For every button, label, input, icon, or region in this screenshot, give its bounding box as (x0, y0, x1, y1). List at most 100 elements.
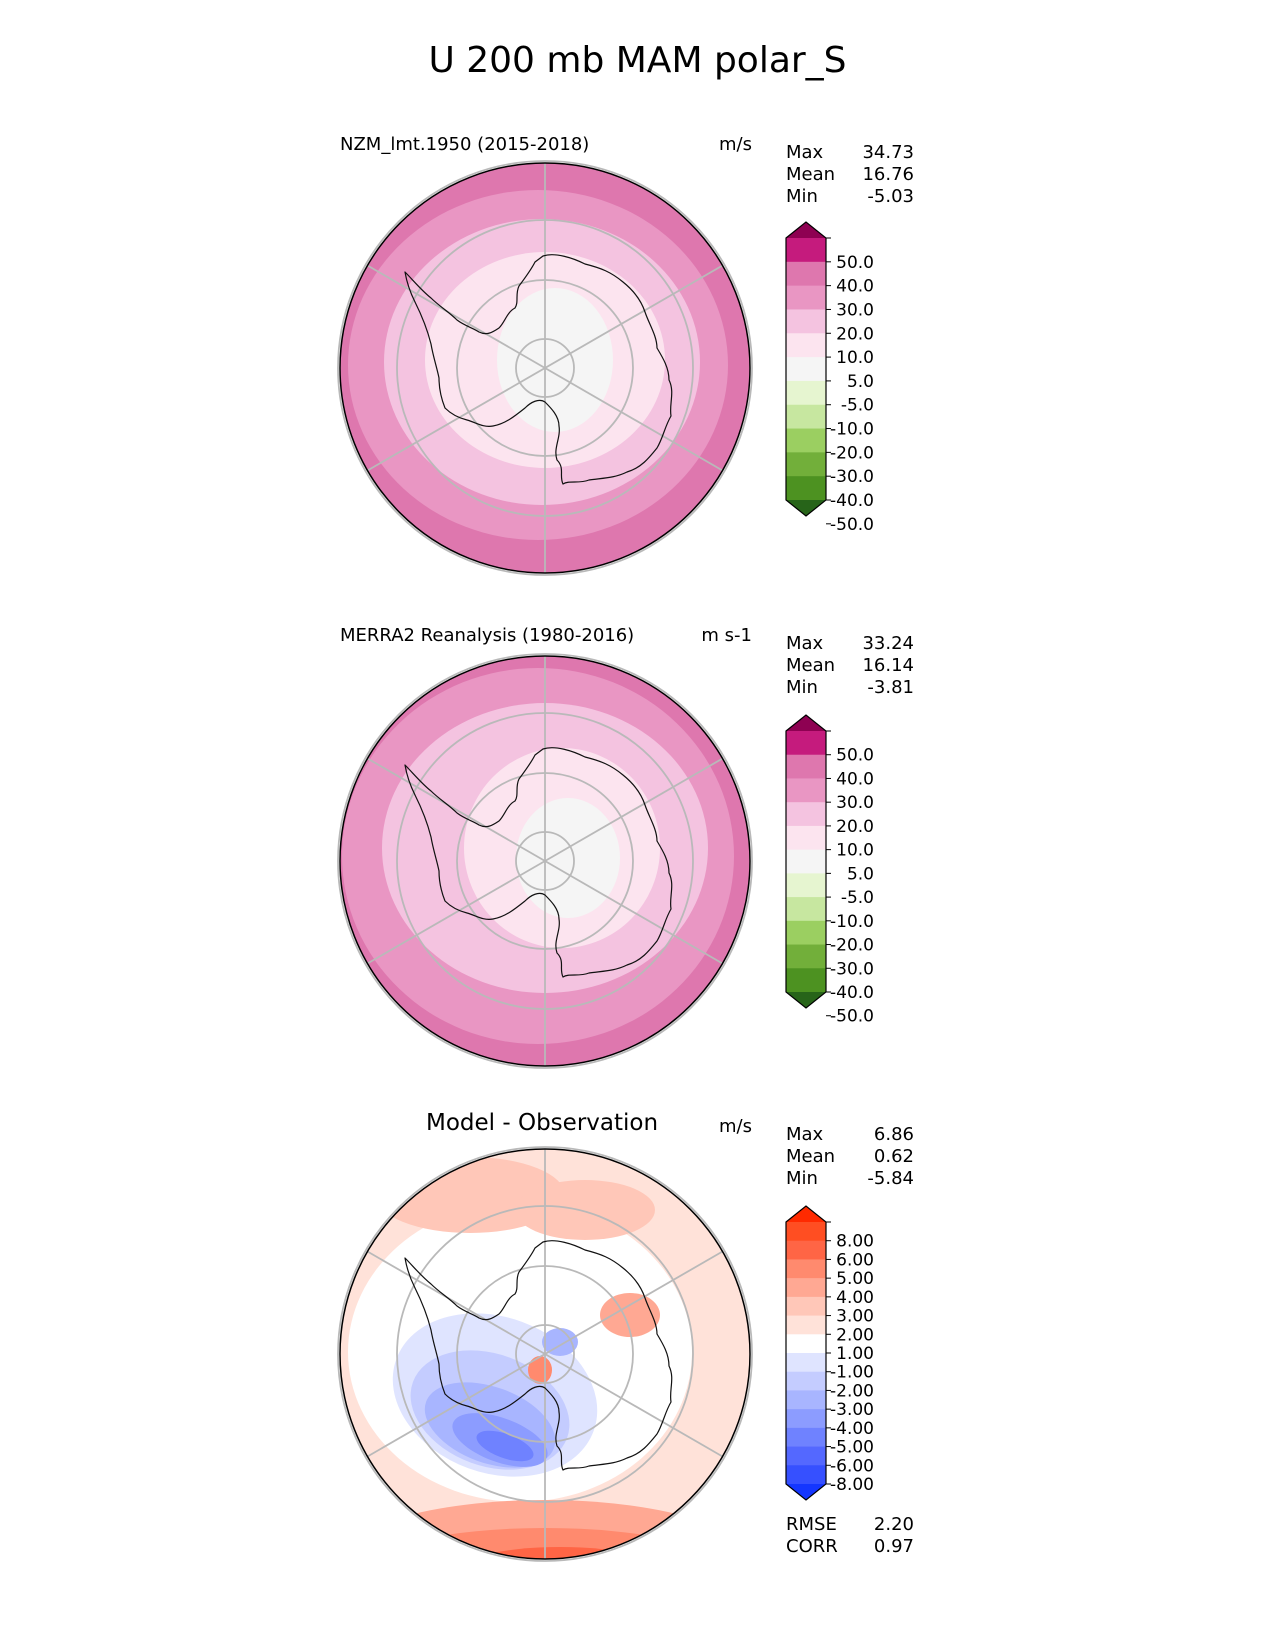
panel3-colorbar-swatch (786, 1278, 826, 1298)
panel1-colorbar-label: 20.0 (836, 324, 874, 344)
panel2-colorbar-swatch (786, 873, 826, 898)
panel1-stats: Max 34.73 Mean 16.76 Min -5.03 (786, 142, 914, 208)
panel2-colorbar-label: 10.0 (836, 841, 874, 861)
panel3-colorbar-swatch (786, 1259, 826, 1279)
panel2-colorbar-label: -30.0 (830, 959, 874, 979)
panel2-colorbar-label: -40.0 (830, 983, 874, 1003)
stat-max: 34.73 (862, 142, 914, 163)
stat-max: 6.86 (873, 1124, 914, 1145)
panel3-field-neg-5 (476, 1430, 534, 1462)
panel1-colorbar-label: -10.0 (830, 420, 874, 440)
panel3-colorbar-swatch (786, 1334, 826, 1354)
panel3-colorbar-label: 5.00 (836, 1269, 874, 1289)
panel3-colorbar-swatch (786, 1427, 826, 1448)
stat-min: -5.03 (867, 186, 914, 207)
panel1-colorbar-swatch (786, 404, 826, 430)
panel1-colorbar-label: -30.0 (830, 467, 874, 487)
stat-label: Max (786, 633, 824, 654)
panel3-field-north-pos-2 (515, 1180, 655, 1240)
panel3-colorbar-label: 3.00 (836, 1307, 874, 1327)
stat-max: 33.24 (862, 633, 914, 654)
panel2-colorbar-label: -5.0 (841, 888, 874, 908)
panel2-colorbar-label: -50.0 (830, 1007, 874, 1027)
panel1-colorbar-label: 40.0 (836, 277, 874, 297)
panel3-colorbar: 8.006.005.004.003.002.001.00-1.00-2.00-3… (785, 1205, 874, 1501)
panel1-map-boundary (339, 162, 751, 574)
panel3-colorbar-swatch (786, 1409, 826, 1429)
panel3-colorbar-swatch (786, 1315, 826, 1335)
panel1-title: NZM_lmt.1950 (2015-2018) (340, 134, 590, 155)
panel2-colorbar-label: 40.0 (836, 769, 874, 789)
panel3-colorbar-label: -5.00 (830, 1438, 874, 1458)
panel1-colorbar-swatch (786, 309, 826, 334)
panel3-colorbar-swatch (786, 1296, 826, 1317)
panel1-colorbar-label: 30.0 (836, 300, 874, 320)
panel3-colorbar-swatch (786, 1371, 826, 1391)
stat-label: Mean (786, 655, 836, 676)
panel1-colorbar: 50.0 40.0 30.0 20.0 10.0 5.0 -5.0 -10.0 -20.0 -30… (785, 221, 874, 535)
panel3-field-rim-pos (340, 1500, 750, 1559)
metric-corr: 0.97 (873, 1536, 914, 1557)
panel3-title: Model - Observation (426, 1110, 659, 1136)
panel3-field-east-pos (600, 1293, 660, 1337)
panel1-colorbar-swatch (786, 428, 826, 453)
panel1-colorbar-label: -50.0 (830, 515, 874, 535)
panel2-colorbar-swatch (786, 944, 826, 969)
panel3-colorbar-extend-top (786, 1206, 826, 1222)
panel3-colorbar-label: 2.00 (836, 1325, 874, 1345)
panel3-colorbar-swatch (786, 1353, 826, 1373)
panel3-colorbar-label: -3.00 (830, 1400, 874, 1420)
panel1-map (337, 160, 753, 576)
panel1-colorbar-swatch (786, 285, 826, 310)
panel3-colorbar-swatch (786, 1222, 826, 1242)
panel1-colorbar-label: 5.0 (847, 372, 874, 392)
panel1-colorbar-extend-top (786, 222, 826, 238)
panel2-colorbar-swatch (786, 968, 826, 993)
panel1-colorbar-label: 10.0 (836, 348, 874, 368)
panel1-colorbar-swatch (786, 238, 826, 263)
panel2-title: MERRA2 Reanalysis (1980-2016) (340, 625, 635, 646)
stat-mean: 16.76 (862, 164, 914, 185)
panel3-colorbar-label: -1.00 (830, 1363, 874, 1383)
metric-rmse: 2.20 (873, 1514, 914, 1535)
stat-label: Min (786, 677, 818, 698)
panel3-colorbar-label: 4.00 (836, 1288, 874, 1308)
stat-label: Mean (786, 1146, 836, 1167)
panel1-colorbar-label: -40.0 (830, 491, 874, 511)
stat-mean: 16.14 (862, 655, 914, 676)
panel1-colorbar-swatch (786, 357, 826, 382)
panel3-field-center-pos (528, 1356, 552, 1384)
panel2-map-boundary (339, 655, 751, 1067)
stat-label: Max (786, 1124, 824, 1145)
panel2-colorbar-extend-bottom (786, 992, 826, 1008)
panel2-colorbar-label: 30.0 (836, 793, 874, 813)
panel3-colorbar-label: -6.00 (830, 1456, 874, 1476)
metric-label: RMSE (786, 1514, 837, 1535)
panel3-colorbar-swatch (786, 1240, 826, 1260)
panel2-map (337, 653, 753, 1069)
panel1-units: m/s (719, 134, 752, 155)
panel3-colorbar-label: 8.00 (836, 1232, 874, 1252)
panel1-field-band-0 (497, 288, 613, 432)
panel1-colorbar-swatch (786, 261, 826, 287)
panel2-colorbar-label: 20.0 (836, 817, 874, 837)
panel3-colorbar-label: -8.00 (830, 1475, 874, 1495)
stat-label: Min (786, 1168, 818, 1189)
panel2-stats: Max 33.24 Mean 16.14 Min -3.81 (786, 633, 914, 699)
panel2-colorbar-swatch (786, 849, 826, 874)
panel3-colorbar-label: 1.00 (836, 1344, 874, 1364)
panel3-colorbar-label: 6.00 (836, 1250, 874, 1270)
panel2-colorbar: 50.0 40.0 30.0 20.0 10.0 5.0 -5.0 -10.0 -20.0 -30… (785, 714, 874, 1027)
panel3-colorbar-extend-bottom (786, 1484, 826, 1500)
panel2-colorbar-swatch (786, 897, 826, 922)
panel2-colorbar-swatch (786, 754, 826, 779)
panel3-colorbar-label: -4.00 (830, 1419, 874, 1439)
panel2-colorbar-swatch (786, 731, 826, 756)
panel1-colorbar-swatch (786, 333, 826, 358)
panel2-field-band-0 (516, 798, 620, 918)
panel2-colorbar-swatch (786, 825, 826, 851)
metric-label: CORR (786, 1536, 838, 1557)
panel3-colorbar-swatch (786, 1446, 826, 1466)
panel3-colorbar-swatch (786, 1390, 826, 1410)
